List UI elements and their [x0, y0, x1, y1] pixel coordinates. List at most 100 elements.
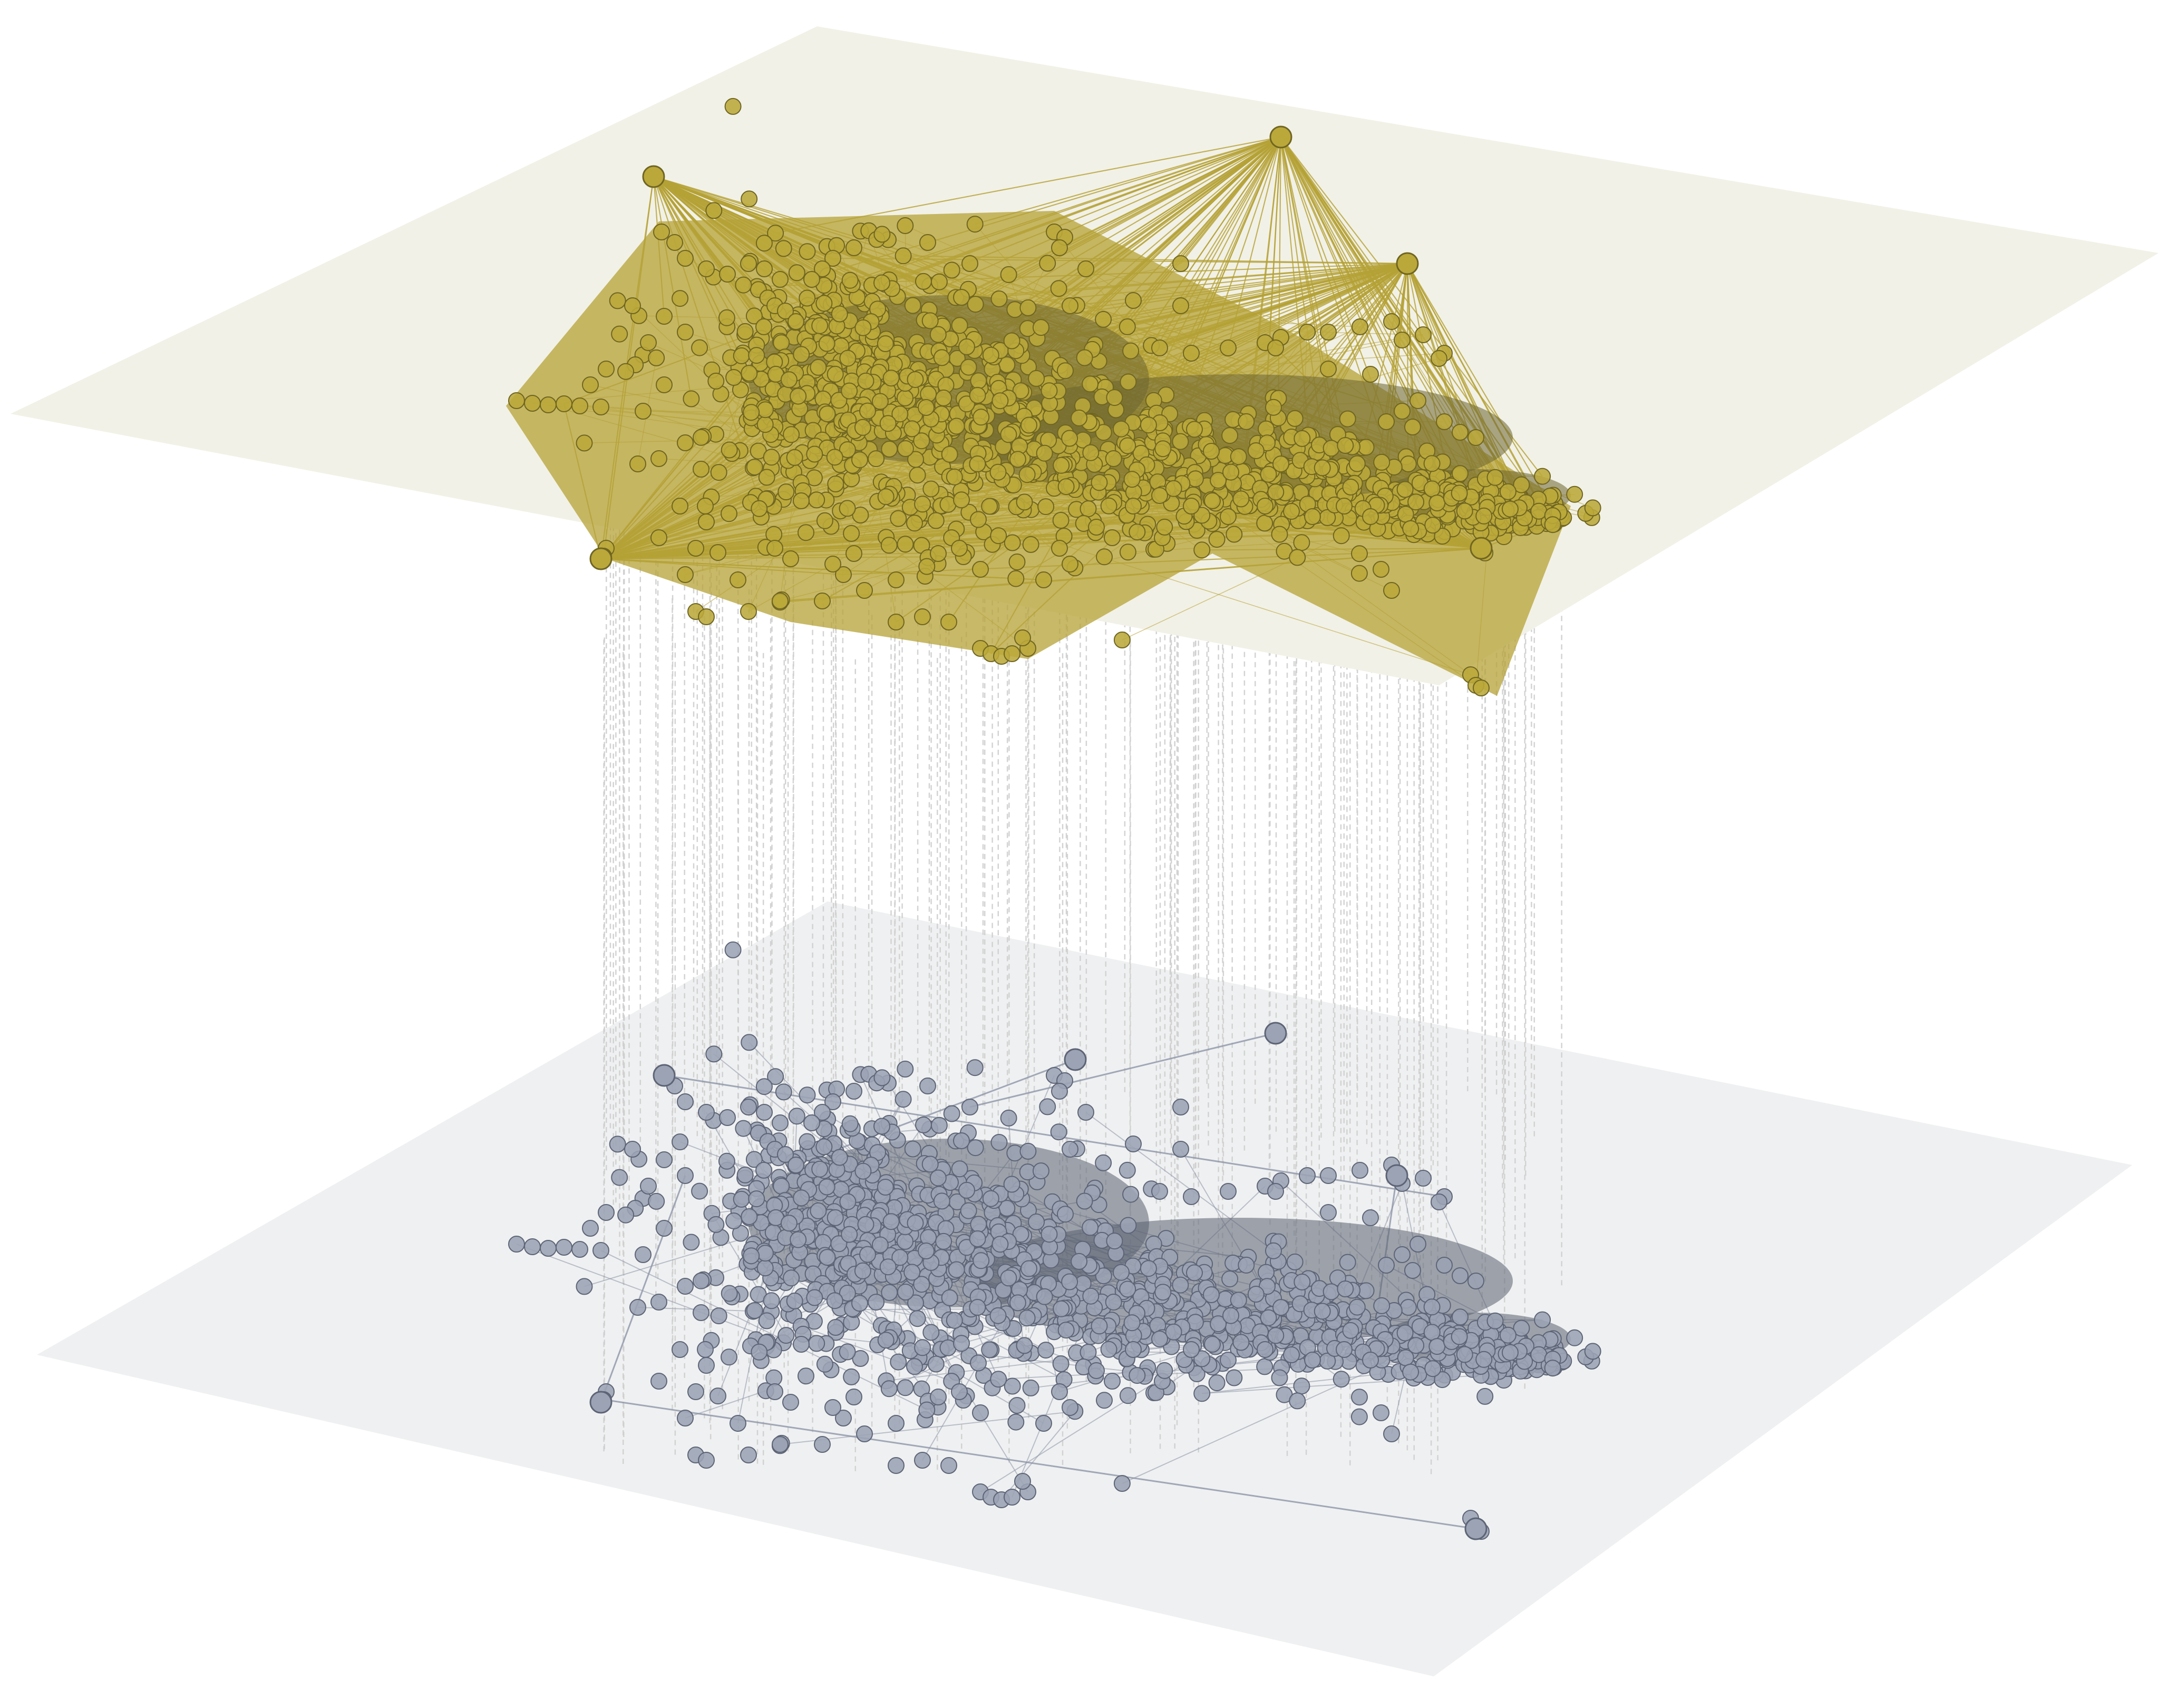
top-layer-node — [930, 545, 947, 562]
bottom-layer-node — [897, 1379, 914, 1396]
bottom-layer-node — [724, 941, 742, 958]
top-layer-node — [1258, 420, 1275, 438]
bottom-layer-node — [1362, 1352, 1379, 1369]
top-layer-node — [524, 395, 541, 412]
top-layer-node — [1415, 326, 1432, 343]
top-layer-node — [1336, 498, 1353, 515]
top-layer-node — [1104, 529, 1121, 546]
top-layer-node — [1544, 516, 1561, 533]
top-layer-node — [1077, 260, 1094, 277]
top-layer-node — [1071, 409, 1088, 426]
bottom-layer-node — [1247, 1286, 1265, 1303]
top-layer-node — [1151, 339, 1168, 356]
top-layer-node — [1434, 528, 1451, 545]
top-layer-node — [1452, 465, 1469, 482]
bottom-layer-node — [880, 1380, 898, 1398]
top-layer-node — [943, 261, 960, 279]
bottom-layer-node — [772, 1436, 789, 1453]
bottom-layer-hub-node — [1464, 1517, 1488, 1540]
top-layer-node — [967, 296, 984, 313]
bottom-layer-node — [1452, 1308, 1469, 1326]
top-layer-node — [1397, 506, 1414, 523]
top-layer-hub-node — [1470, 537, 1493, 560]
top-layer-node — [845, 545, 862, 562]
bottom-layer-node — [877, 1332, 895, 1349]
top-layer-node — [1226, 526, 1243, 543]
bottom-layer-node — [1080, 1344, 1097, 1361]
bottom-layer-node — [745, 1151, 763, 1168]
bottom-layer-node — [1113, 1264, 1130, 1281]
bottom-layer-node — [1095, 1154, 1112, 1171]
bottom-layer-node — [857, 1216, 874, 1233]
top-layer-node — [735, 276, 752, 294]
bottom-layer-node — [748, 1190, 765, 1208]
top-layer-node — [1051, 239, 1068, 256]
bottom-layer-node — [683, 1234, 700, 1251]
top-layer-node — [1299, 324, 1316, 341]
top-layer-node — [1499, 483, 1516, 500]
bottom-layer-node — [1096, 1392, 1113, 1409]
bottom-layer-node — [1320, 1204, 1337, 1221]
top-layer-node — [666, 234, 683, 251]
bottom-layer-node — [903, 1264, 921, 1281]
top-layer-node — [888, 571, 905, 588]
bottom-layer-node — [918, 1243, 935, 1259]
bottom-layer-node — [1530, 1346, 1548, 1363]
bottom-layer-node — [835, 1410, 852, 1426]
bottom-layer-node — [877, 1179, 894, 1196]
top-layer-node — [904, 297, 921, 314]
bottom-layer-node — [943, 1105, 960, 1122]
bottom-layer-node — [693, 1304, 709, 1321]
top-layer-node — [1294, 430, 1311, 447]
top-layer-node — [693, 429, 710, 446]
bottom-layer-node — [1230, 1292, 1247, 1309]
bottom-layer-node — [1007, 1413, 1025, 1431]
top-layer-node — [1156, 518, 1173, 536]
top-layer-node — [940, 614, 957, 630]
top-layer-node — [1203, 443, 1220, 460]
bottom-layer-node — [1265, 1242, 1282, 1259]
bottom-layer-node — [1183, 1188, 1200, 1205]
top-layer-node — [1210, 472, 1227, 489]
top-layer-hub-edge — [600, 371, 627, 559]
top-layer-node — [1122, 342, 1140, 360]
bottom-layer-node — [598, 1204, 615, 1221]
bottom-layer-node — [961, 1099, 978, 1115]
bottom-layer-node — [890, 1353, 907, 1371]
top-layer-node — [576, 434, 593, 452]
bottom-layer-node — [1256, 1358, 1273, 1375]
bottom-layer-hub-node — [1264, 1022, 1287, 1045]
bottom-layer-node — [814, 1436, 831, 1453]
top-layer-node — [1125, 292, 1142, 309]
bottom-layer-hub-node — [1385, 1164, 1408, 1187]
bottom-layer-node — [1423, 1324, 1441, 1341]
bottom-layer-node — [1323, 1283, 1340, 1301]
top-layer-node — [1061, 430, 1078, 447]
bottom-layer-node — [1351, 1389, 1368, 1406]
top-layer-node — [1320, 324, 1337, 341]
top-layer-node — [951, 317, 968, 334]
bottom-layer-node — [991, 1236, 1009, 1253]
bottom-layer-node — [1076, 1192, 1093, 1210]
top-layer-node — [873, 226, 891, 243]
bottom-layer-node — [1000, 1269, 1017, 1287]
bottom-layer-node — [808, 1335, 825, 1352]
bottom-layer-node — [1061, 1273, 1078, 1290]
bottom-layer-node — [1232, 1334, 1250, 1351]
bottom-layer-node — [1258, 1264, 1275, 1281]
top-layer-node — [540, 396, 557, 413]
bottom-layer-node — [818, 1178, 835, 1196]
top-layer-node — [1018, 466, 1036, 483]
bottom-layer-network — [508, 941, 1601, 1540]
top-layer-node — [725, 369, 743, 386]
bottom-layer-node — [1396, 1324, 1414, 1342]
top-layer-node — [1423, 455, 1441, 472]
top-layer-node — [1378, 413, 1395, 430]
bottom-layer-node — [1039, 1098, 1056, 1115]
top-layer-node — [1120, 373, 1137, 391]
top-layer-node — [1007, 570, 1025, 587]
top-layer-node — [1008, 554, 1026, 570]
top-layer-node — [777, 483, 795, 501]
bottom-layer-node — [1156, 1362, 1173, 1379]
